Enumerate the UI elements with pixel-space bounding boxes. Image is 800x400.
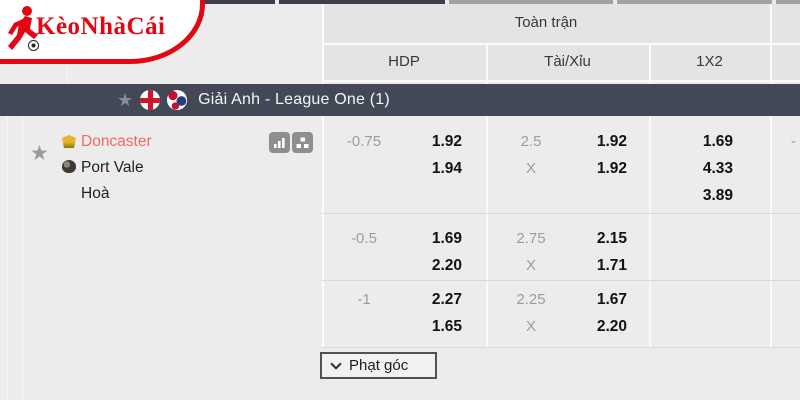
hdp-odds-cell[interactable]: 2.27 1.65 — [431, 291, 462, 335]
overunder-odds-cell[interactable]: 2.15 1.71 — [596, 230, 627, 274]
hdp-line-label: -0.5 — [351, 230, 377, 247]
1x2-odds-cell[interactable]: 1.69 4.33 3.89 — [702, 133, 733, 204]
stats-button[interactable] — [269, 132, 290, 153]
logo-text: KèoNhàCái — [36, 12, 166, 40]
hdp-odds-cell[interactable]: 1.69 2.20 — [431, 230, 462, 274]
portvale-crest-icon — [62, 160, 76, 173]
corner-kicks-label: Phạt góc — [349, 357, 409, 374]
row-divider — [322, 213, 800, 214]
column-header-1x2: 1X2 — [696, 53, 723, 70]
column-divider — [770, 4, 772, 347]
tab-strip-segment — [776, 0, 800, 4]
hdp-odds-cell[interactable]: 1.92 1.94 — [431, 133, 462, 177]
tab-strip-segment — [279, 0, 445, 4]
league-logo-icon — [167, 90, 188, 110]
formation-button[interactable] — [292, 132, 313, 153]
left-guide-line — [7, 116, 8, 400]
hdp-line-label: -1 — [357, 291, 371, 308]
doncaster-crest-icon — [62, 135, 76, 148]
column-header-overunder: Tài/Xỉu — [544, 53, 591, 70]
soccer-ball-icon — [28, 40, 39, 51]
site-logo[interactable]: KèoNhàCái — [0, 0, 205, 64]
tab-strip-segment — [617, 0, 772, 4]
header-bottom-divider — [322, 80, 800, 82]
left-header-divider — [67, 64, 68, 84]
header-divider — [322, 43, 800, 45]
draw-label: Hoà — [81, 185, 110, 202]
column-divider — [649, 43, 651, 347]
row-divider — [322, 347, 800, 348]
star-icon[interactable]: ★ — [117, 90, 134, 110]
league-row[interactable]: ★ Giải Anh - League One (1) — [0, 84, 800, 116]
favorite-star-icon[interactable]: ★ — [30, 142, 49, 165]
overunder-line-label: 2.5 X — [520, 133, 542, 177]
away-team-name[interactable]: Port Vale — [81, 159, 144, 176]
left-guide-line — [22, 116, 23, 400]
column-divider — [322, 4, 324, 347]
column-group-title: Toàn trận — [514, 14, 578, 31]
stats-bars-icon — [274, 137, 285, 148]
league-title: Giải Anh - League One (1) — [198, 91, 390, 108]
overunder-line-label: 2.25 X — [516, 291, 546, 335]
tab-strip-segment — [205, 0, 275, 4]
england-flag-icon — [140, 90, 161, 110]
overunder-line-label: 2.75 X — [516, 230, 546, 274]
column-divider — [486, 43, 488, 347]
overunder-odds-cell[interactable]: 1.92 1.92 — [596, 133, 627, 177]
column-header-hdp: HDP — [388, 53, 420, 70]
overunder-odds-cell[interactable]: 1.67 2.20 — [596, 291, 627, 335]
hdp-line-label: -0.75 — [346, 133, 382, 150]
tab-strip-segment — [449, 0, 613, 4]
corner-kicks-button[interactable]: Phạt góc — [320, 352, 437, 379]
home-team-name[interactable]: Doncaster — [81, 133, 152, 150]
soccer-player-icon — [8, 5, 38, 50]
formation-icon — [296, 137, 309, 148]
row-divider — [322, 280, 800, 281]
chevron-down-icon — [330, 357, 342, 370]
clipped-next-column-fragment: - — [791, 133, 796, 150]
